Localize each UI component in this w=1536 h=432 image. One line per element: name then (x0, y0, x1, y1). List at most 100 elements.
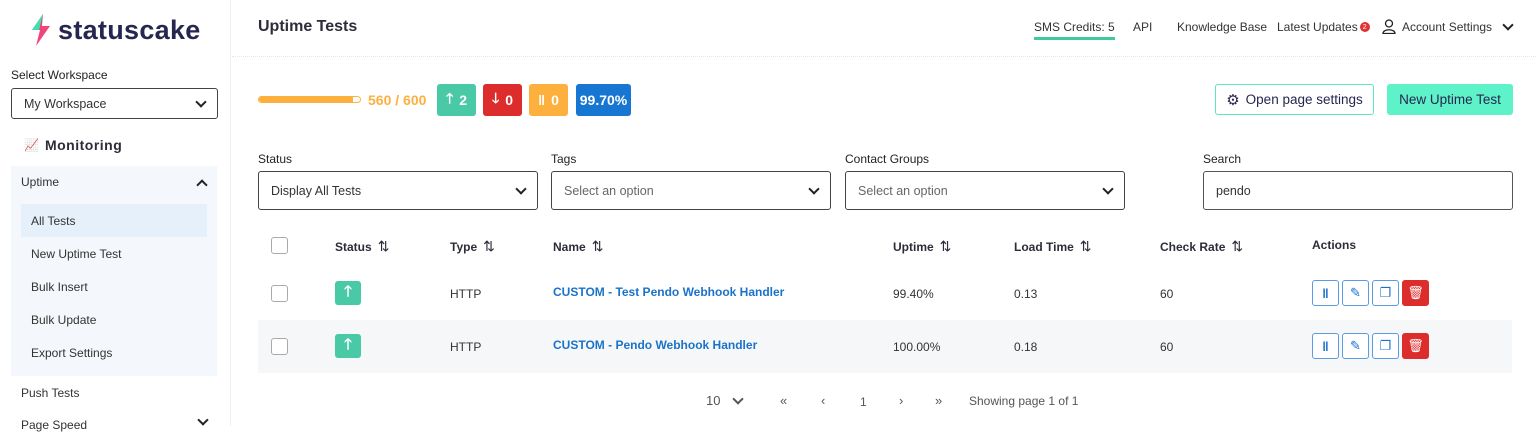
tags-filter-select[interactable]: Select an option (551, 171, 831, 210)
contact-groups-filter-label: Contact Groups (845, 152, 930, 166)
arrow-down-icon: 🡓 (491, 90, 500, 106)
statuscake-logo[interactable]: statuscake (30, 14, 201, 46)
column-header-check-rate[interactable]: Check Rate ⇅ (1160, 238, 1244, 254)
api-link[interactable]: API (1133, 20, 1153, 34)
edit-pencil-button[interactable]: ✎ (1342, 333, 1369, 359)
chevron-down-icon (195, 95, 207, 108)
down-count: 0 (505, 92, 514, 108)
contact-groups-filter-select[interactable]: Select an option (845, 171, 1125, 210)
tags-filter-placeholder: Select an option (564, 183, 654, 198)
sort-icon: ⇅ (591, 238, 604, 254)
chart-icon: 📈 (24, 138, 39, 152)
sort-icon: ⇅ (1079, 238, 1092, 254)
sort-icon: ⇅ (377, 238, 390, 254)
open-page-settings-label: Open page settings (1245, 92, 1363, 107)
arrow-up-icon: 🡑 (445, 90, 454, 106)
monitoring-section: 📈 Monitoring (24, 137, 122, 153)
test-load-time: 0.13 (1014, 287, 1038, 301)
current-page[interactable]: 1 (860, 395, 867, 409)
status-filter-select[interactable]: Display All Tests (258, 171, 538, 210)
chevron-up-icon[interactable] (196, 179, 208, 191)
table-row: 🡑 HTTP CUSTOM - Test Pendo Webhook Handl… (258, 267, 1512, 320)
down-count-badge[interactable]: 🡓 0 (483, 84, 522, 116)
account-settings-label: Account Settings (1402, 19, 1493, 34)
tags-filter-label: Tags (551, 152, 577, 166)
test-load-time: 0.18 (1014, 340, 1038, 354)
chevron-down-icon[interactable] (197, 414, 209, 426)
column-header-type[interactable]: Type ⇅ (450, 238, 495, 254)
delete-trash-button[interactable]: 🗑 (1402, 333, 1429, 359)
status-up-icon: 🡑 (335, 334, 361, 358)
test-check-rate: 60 (1160, 287, 1174, 301)
first-page-button[interactable]: « (780, 393, 788, 408)
row-checkbox[interactable] (271, 338, 288, 355)
delete-trash-button[interactable]: 🗑 (1402, 280, 1429, 306)
test-type: HTTP (450, 340, 482, 354)
updates-count-badge: 2 (1359, 22, 1370, 32)
per-page-value: 10 (706, 393, 721, 408)
sms-credits-link[interactable]: SMS Credits: 5 (1034, 20, 1115, 40)
sort-icon: ⇅ (483, 238, 495, 254)
select-all-checkbox[interactable] (271, 237, 288, 254)
sidebar-item-uptime[interactable]: Uptime (21, 175, 60, 189)
status-filter-value: Display All Tests (271, 183, 362, 198)
pagination-info: Showing page 1 of 1 (969, 394, 1079, 408)
sidebar-item-page-speed[interactable]: Page Speed (21, 418, 88, 432)
usage-text: 560 / 600 (368, 92, 427, 108)
uptime-badge[interactable]: 99.70% (576, 84, 631, 116)
account-settings-menu[interactable]: Account Settings (1382, 18, 1514, 34)
sidebar-item-bulk-update[interactable]: Bulk Update (31, 313, 97, 327)
latest-updates-link[interactable]: Latest Updates 2 (1277, 20, 1370, 34)
sidebar-item-bulk-insert[interactable]: Bulk Insert (31, 280, 88, 294)
up-count: 2 (459, 92, 468, 108)
open-page-settings-button[interactable]: ⚙ Open page settings (1215, 84, 1374, 115)
column-header-name[interactable]: Name ⇅ (553, 238, 604, 254)
search-input[interactable]: pendo (1203, 171, 1513, 210)
prev-page-button[interactable]: ‹ (821, 393, 826, 408)
search-value: pendo (1216, 183, 1251, 198)
chevron-down-icon (1502, 18, 1514, 31)
page-title: Uptime Tests (258, 18, 358, 35)
last-page-button[interactable]: » (935, 393, 943, 408)
copy-button[interactable]: ❐ (1372, 333, 1399, 359)
edit-pencil-button[interactable]: ✎ (1342, 280, 1369, 306)
pause-button[interactable]: ‖ (1312, 280, 1339, 306)
test-type: HTTP (450, 287, 482, 301)
paused-count: 0 (551, 92, 559, 108)
logo-bolt-icon (32, 14, 50, 46)
column-header-actions: Actions (1312, 238, 1357, 252)
up-count-badge[interactable]: 🡑 2 (437, 84, 476, 116)
workspace-select[interactable]: My Workspace (11, 88, 218, 119)
usage-progress-fill (259, 97, 354, 102)
sidebar-item-all-tests[interactable]: All Tests (21, 204, 207, 237)
sidebar-item-new-uptime-test[interactable]: New Uptime Test (31, 247, 122, 261)
row-actions: ‖ ✎ ❐ 🗑 (1312, 333, 1429, 359)
copy-button[interactable]: ❐ (1372, 280, 1399, 306)
sidebar-item-export-settings[interactable]: Export Settings (31, 346, 113, 360)
header-divider (232, 56, 1536, 57)
column-header-status[interactable]: Status ⇅ (335, 238, 390, 254)
chevron-down-icon (732, 392, 745, 405)
test-check-rate: 60 (1160, 340, 1174, 354)
test-name-link[interactable]: CUSTOM - Pendo Webhook Handler (553, 338, 758, 352)
knowledge-base-link[interactable]: Knowledge Base (1177, 20, 1268, 34)
table-row: 🡑 HTTP CUSTOM - Pendo Webhook Handler 10… (258, 320, 1512, 373)
paused-count-badge[interactable]: ‖ 0 (529, 84, 568, 116)
search-label: Search (1203, 152, 1242, 166)
next-page-button[interactable]: › (899, 393, 904, 408)
row-checkbox[interactable] (271, 285, 288, 302)
test-name-link[interactable]: CUSTOM - Test Pendo Webhook Handler (553, 285, 785, 299)
status-up-icon: 🡑 (335, 281, 361, 305)
user-icon (1382, 19, 1396, 34)
pause-icon: ‖ (538, 92, 546, 108)
workspace-value: My Workspace (24, 96, 107, 111)
per-page-select[interactable]: 10 (706, 392, 745, 408)
status-filter-label: Status (258, 152, 293, 166)
pause-button[interactable]: ‖ (1312, 333, 1339, 359)
column-header-load-time[interactable]: Load Time ⇅ (1014, 238, 1092, 254)
column-header-uptime[interactable]: Uptime ⇅ (893, 238, 952, 254)
sidebar-item-push-tests[interactable]: Push Tests (21, 386, 80, 400)
latest-updates-label: Latest Updates (1277, 20, 1358, 34)
chevron-down-icon (808, 182, 820, 195)
new-uptime-test-button[interactable]: New Uptime Test (1387, 84, 1513, 115)
